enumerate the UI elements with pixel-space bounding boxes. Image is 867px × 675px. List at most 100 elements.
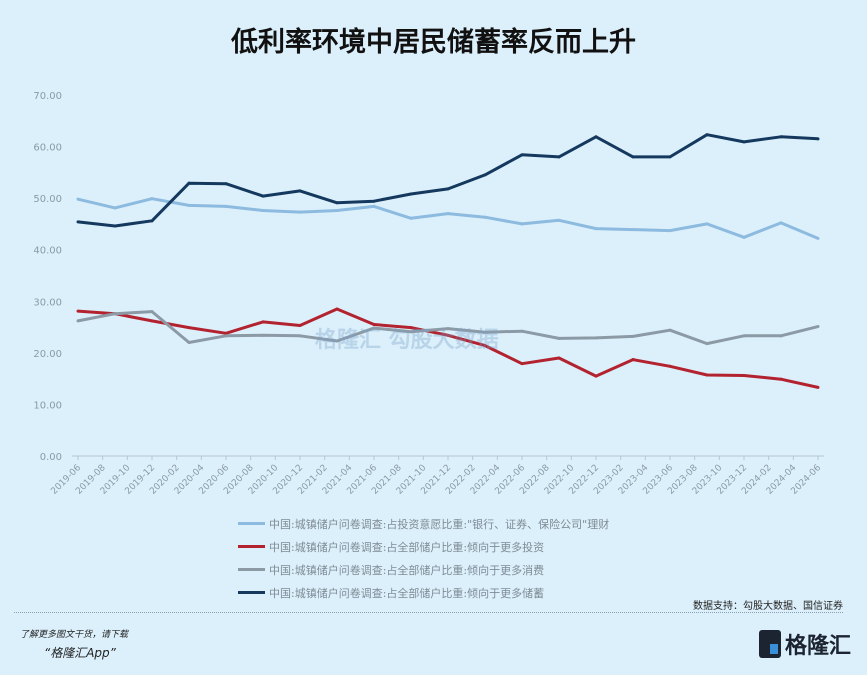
legend-swatch [238, 591, 265, 594]
data-point [779, 221, 783, 225]
data-point [557, 155, 561, 159]
data-point [298, 189, 302, 193]
chart-title: 低利率环境中居民储蓄率反而上升 [231, 27, 636, 58]
divider [14, 612, 843, 613]
data-point [631, 228, 635, 232]
data-point [705, 222, 709, 226]
promo-text: 了解更多图文干货，请下载 [20, 630, 129, 640]
data-point [409, 216, 413, 220]
data-point [187, 181, 191, 185]
data-point [668, 229, 672, 233]
data-point [520, 362, 524, 366]
data-point [816, 325, 820, 329]
data-point [335, 201, 339, 205]
legend-swatch [238, 568, 265, 571]
data-point [668, 155, 672, 159]
watermark: 格隆汇 勾股大数据 [315, 328, 499, 353]
y-tick-label: 10.00 [33, 400, 62, 411]
legend-label: 中国:城镇储户问卷调查:占全部储户比重:倾向于更多储蓄 [269, 586, 545, 600]
data-point [113, 206, 117, 210]
legend-item: 中国:城镇储户问卷调查:占全部储户比重:倾向于更多投资 [238, 535, 609, 558]
data-point [742, 235, 746, 239]
data-point [779, 377, 783, 381]
y-tick-label: 0.00 [40, 452, 62, 463]
data-point [372, 326, 376, 330]
data-point [816, 385, 820, 389]
promo-app-name: “格隆汇App” [44, 646, 116, 660]
data-source: 数据支持：勾股大数据、国信证券 [693, 601, 843, 612]
legend-swatch [238, 522, 265, 525]
data-point [150, 197, 154, 201]
data-point [446, 187, 450, 191]
data-point [483, 344, 487, 348]
legend: 中国:城镇储户问卷调查:占投资意愿比重:"银行、证券、保险公司"理财 中国:城镇… [238, 512, 609, 604]
data-point [335, 307, 339, 311]
data-point [631, 155, 635, 159]
data-point [594, 135, 598, 139]
legend-label: 中国:城镇储户问卷调查:占全部储户比重:倾向于更多投资 [269, 540, 545, 554]
data-point [816, 137, 820, 141]
data-point [187, 326, 191, 330]
data-point [446, 327, 450, 331]
data-point [742, 140, 746, 144]
data-point [76, 220, 80, 224]
data-point [261, 194, 265, 198]
data-point [483, 215, 487, 219]
data-point [187, 203, 191, 207]
data-point [483, 330, 487, 334]
data-point [779, 334, 783, 338]
data-point [520, 329, 524, 333]
y-tick-label: 50.00 [33, 194, 62, 205]
logo-icon [758, 630, 781, 658]
data-point [594, 336, 598, 340]
data-point [150, 319, 154, 323]
data-point [668, 364, 672, 368]
y-tick-label: 30.00 [33, 297, 62, 308]
legend-label: 中国:城镇储户问卷调查:占全部储户比重:倾向于更多消费 [269, 563, 545, 577]
data-point [557, 218, 561, 222]
legend-item: 中国:城镇储户问卷调查:占全部储户比重:倾向于更多消费 [238, 558, 609, 581]
data-point [261, 209, 265, 213]
data-point [76, 197, 80, 201]
y-tick-label: 60.00 [33, 143, 62, 154]
data-point [631, 358, 635, 362]
data-point [742, 334, 746, 338]
data-point [335, 209, 339, 213]
data-point [557, 336, 561, 340]
data-point [705, 373, 709, 377]
data-point [298, 324, 302, 328]
data-point [779, 135, 783, 139]
legend-item: 中国:城镇储户问卷调查:占投资意愿比重:"银行、证券、保险公司"理财 [238, 512, 609, 535]
data-point [76, 309, 80, 313]
data-point [557, 356, 561, 360]
data-point [705, 342, 709, 346]
legend-label: 中国:城镇储户问卷调查:占投资意愿比重:"银行、证券、保险公司"理财 [269, 517, 610, 531]
data-point [520, 222, 524, 226]
data-point [261, 333, 265, 337]
data-point [224, 204, 228, 208]
data-point [298, 334, 302, 338]
data-point [372, 199, 376, 203]
data-point [261, 320, 265, 324]
data-point [483, 173, 487, 177]
data-point [705, 133, 709, 137]
logo: 格隆汇 [758, 628, 851, 660]
data-point [668, 328, 672, 332]
data-point [335, 339, 339, 343]
y-tick-label: 70.00 [33, 91, 62, 102]
data-point [76, 319, 80, 323]
data-point [298, 210, 302, 214]
legend-swatch [238, 545, 265, 548]
data-point [446, 333, 450, 337]
data-point [594, 374, 598, 378]
data-point [113, 224, 117, 228]
data-point [594, 227, 598, 231]
data-point [742, 374, 746, 378]
data-point [372, 204, 376, 208]
y-tick-label: 40.00 [33, 246, 62, 257]
data-point [816, 236, 820, 240]
data-point [631, 334, 635, 338]
data-point [409, 326, 413, 330]
legend-item: 中国:城镇储户问卷调查:占全部储户比重:倾向于更多储蓄 [238, 581, 609, 604]
